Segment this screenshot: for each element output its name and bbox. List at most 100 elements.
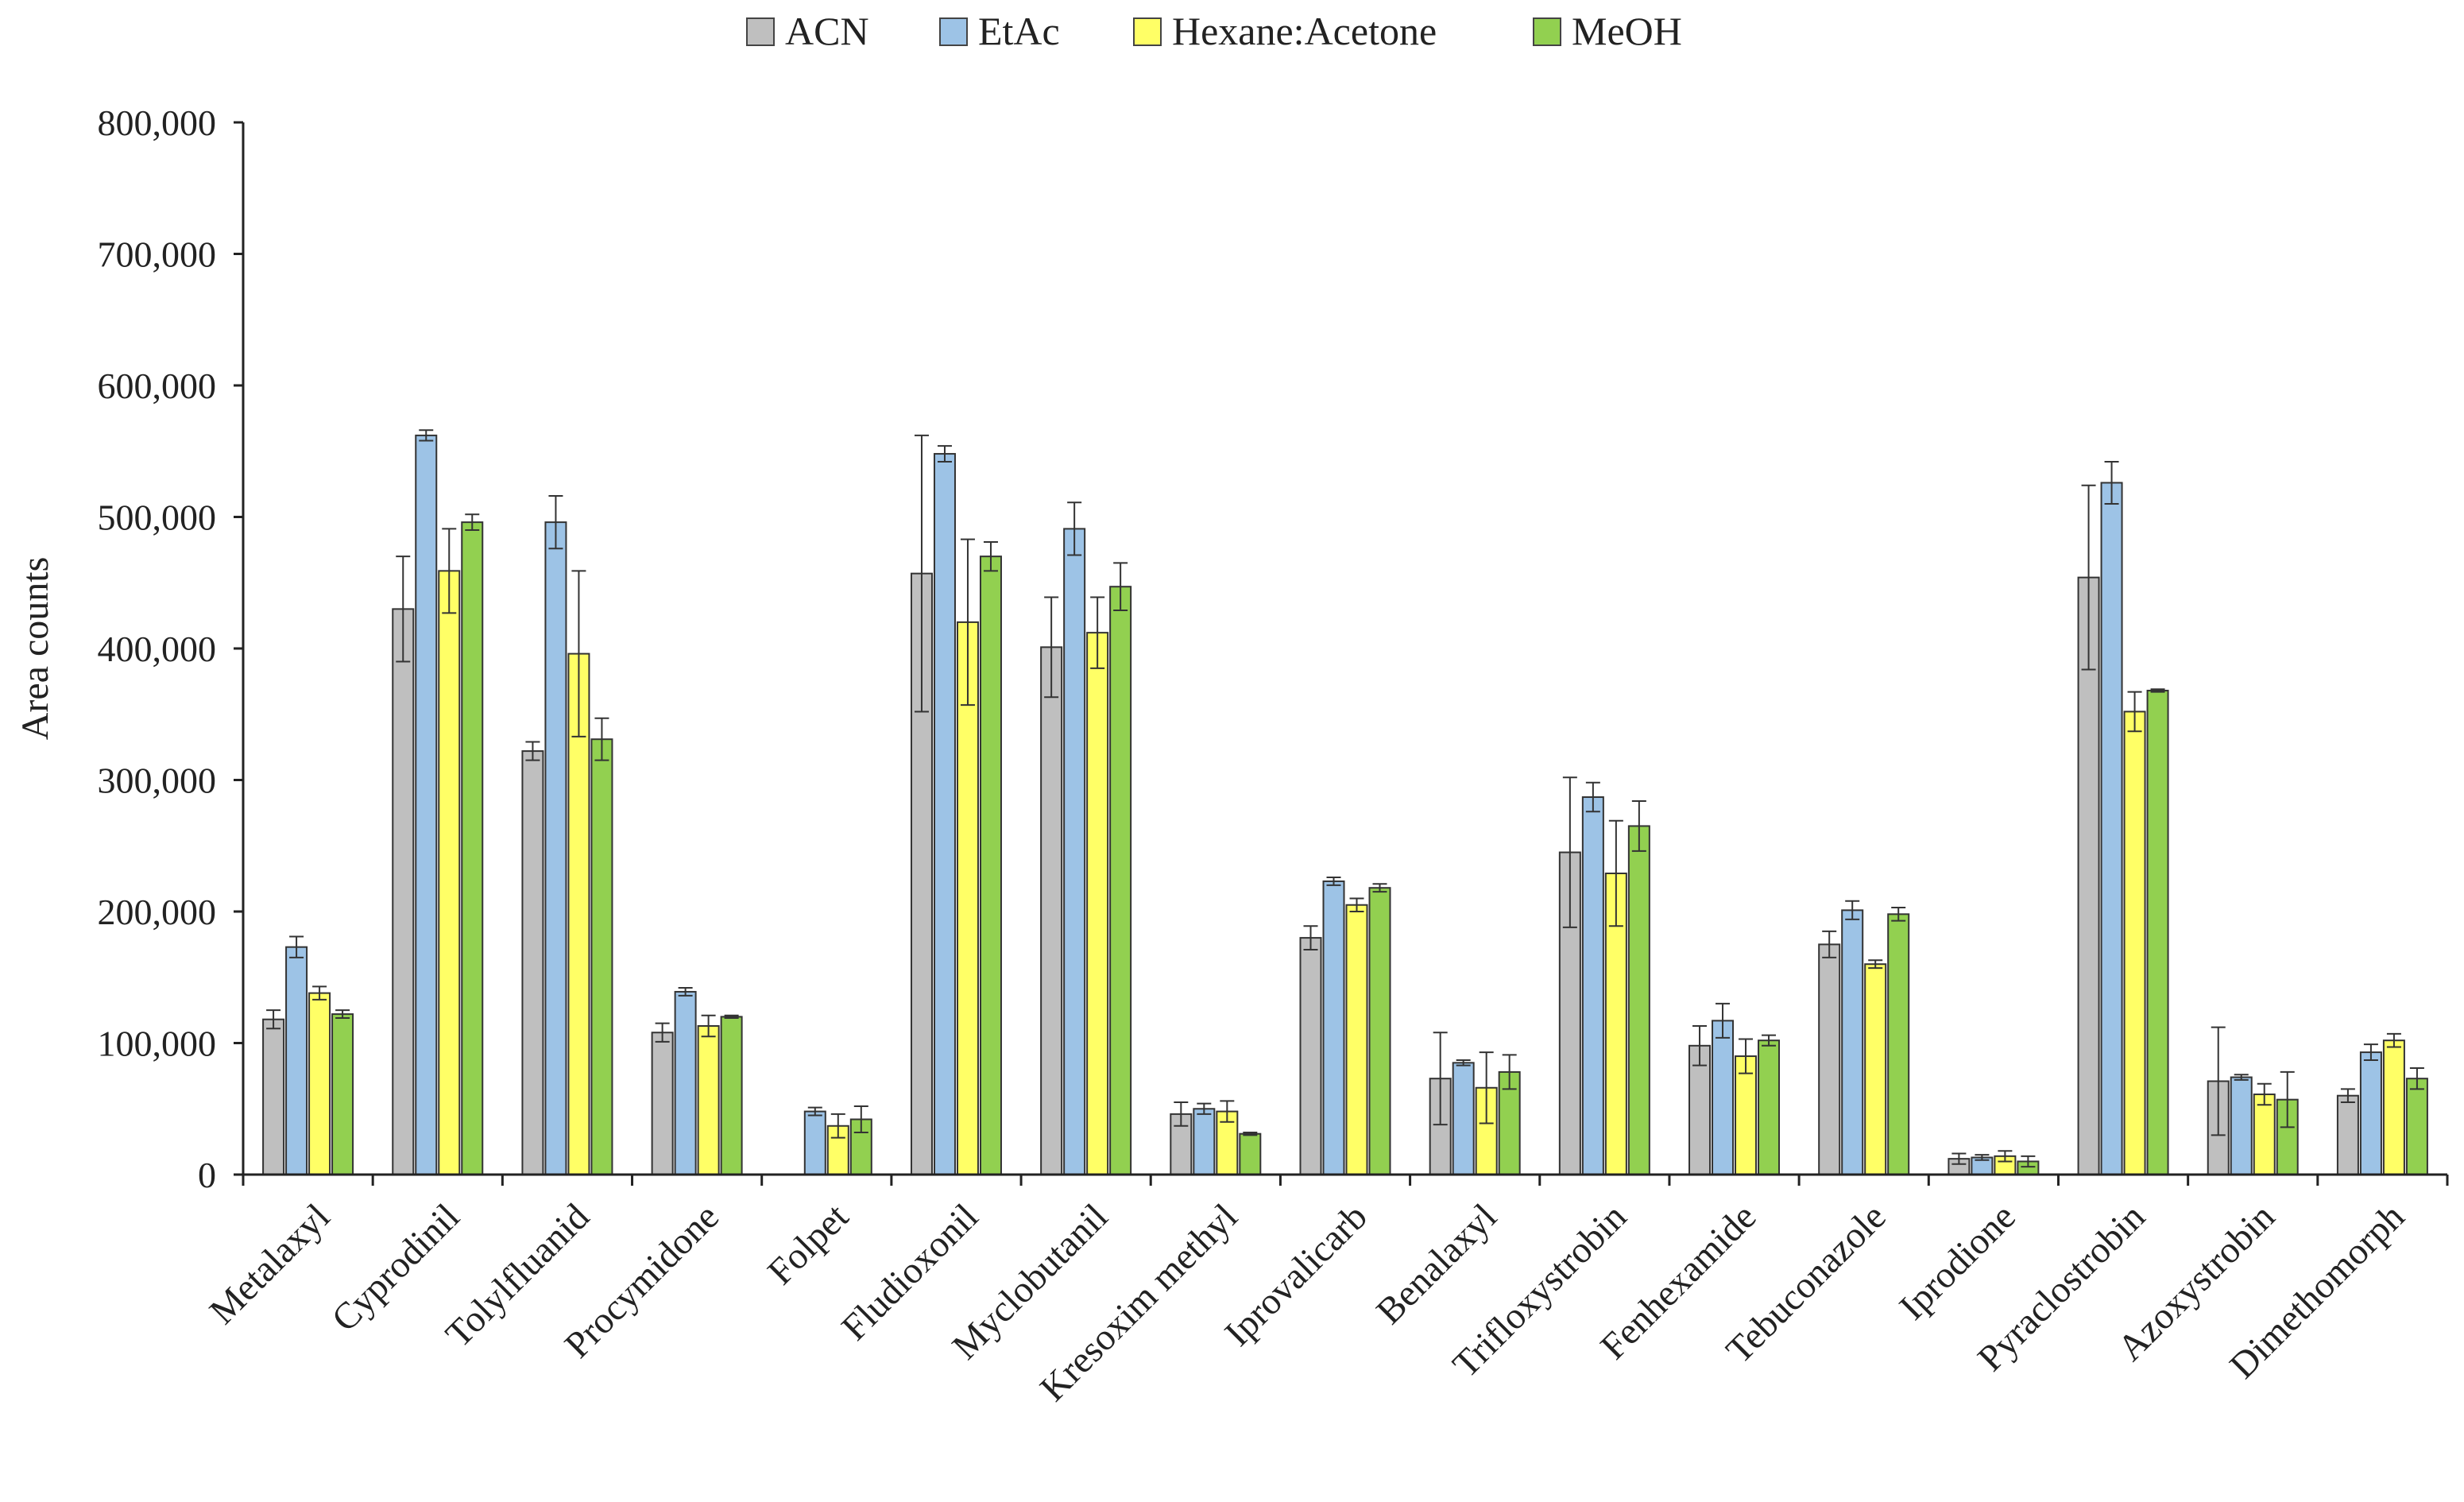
y-tick-label: 400,000 (98, 629, 217, 669)
error-bar (960, 538, 975, 706)
error-bar (2280, 1070, 2295, 1128)
bar-acn (651, 1032, 674, 1176)
error-bar (2104, 460, 2119, 505)
error-bar (1762, 1034, 1777, 1047)
y-tick-label: 200,000 (98, 892, 217, 932)
bar-group (1688, 1002, 1781, 1176)
bar-meoh (1887, 913, 1910, 1176)
bar-group (1558, 776, 1650, 1176)
bar-meoh (1758, 1039, 1781, 1175)
x-category-label: Iprovalicarb (1217, 1196, 1375, 1354)
legend-swatch (1533, 17, 1561, 46)
legend-label: EtAc (978, 9, 1060, 53)
bar-group (1299, 876, 1391, 1176)
error-bar (2150, 688, 2165, 693)
error-bar (655, 1022, 670, 1043)
error-bar (1090, 596, 1105, 669)
bar-etac (415, 434, 438, 1175)
bar-meoh (1627, 825, 1650, 1176)
bar-group (262, 935, 354, 1176)
bar-etac (1063, 528, 1086, 1175)
error-bar (1585, 781, 1600, 813)
bar-hexane-acetone (308, 992, 331, 1175)
bar-meoh (720, 1016, 743, 1176)
error-bar (289, 935, 304, 958)
bar-etac (674, 990, 697, 1175)
error-bar (983, 540, 998, 572)
error-bar (2211, 1026, 2226, 1136)
error-bar (1845, 900, 1860, 920)
bar-hexane-acetone (2253, 1094, 2276, 1176)
error-bar (1433, 1032, 1448, 1126)
error-bar (1951, 1152, 1967, 1165)
y-tick-label: 0 (198, 1155, 216, 1195)
legend-item-meoh: MeOH (1533, 9, 1682, 53)
error-bar (2127, 691, 2142, 733)
bar-etac (1581, 796, 1604, 1175)
bar-acn (262, 1018, 285, 1175)
x-category-label: Benalaxyl (1368, 1196, 1505, 1333)
error-bar (465, 513, 480, 532)
error-bar (2340, 1088, 2355, 1103)
error-bar (1197, 1102, 1212, 1115)
x-axis: MetalaxylCyprodinilTolylfluanidProcymido… (202, 1173, 2449, 1409)
bar-hexane-acetone (2382, 1039, 2405, 1175)
error-bar (419, 429, 434, 442)
bar-group (392, 429, 484, 1175)
bar-group (521, 495, 613, 1175)
error-bar (1044, 596, 1059, 699)
bar-etac (933, 453, 956, 1175)
bar-hexane-acetone (567, 652, 590, 1175)
error-bar (1822, 930, 1837, 958)
bar-group (1170, 1100, 1262, 1176)
bars (262, 429, 2428, 1176)
error-bar (335, 1009, 350, 1020)
error-bar (266, 1009, 281, 1030)
bar-group (651, 986, 743, 1176)
x-category-label: Metalaxyl (202, 1196, 338, 1333)
legend-swatch (746, 17, 775, 46)
bar-meoh (2146, 689, 2169, 1175)
bar-meoh (1368, 887, 1391, 1175)
error-bar (312, 985, 327, 1001)
legend-item-hexane-acetone: Hexane:Acetone (1133, 9, 1437, 53)
error-bar (525, 741, 540, 761)
legend-item-acn: ACN (746, 9, 869, 53)
bar-acn (521, 750, 544, 1175)
error-bar (1739, 1038, 1754, 1074)
bar-group (1040, 501, 1132, 1175)
error-bar (1716, 1002, 1731, 1039)
bar-group (803, 1105, 872, 1176)
error-bar (830, 1113, 845, 1139)
bar-etac (1193, 1108, 1216, 1175)
error-bar (678, 986, 693, 997)
error-bar (396, 556, 411, 663)
error-bar (2257, 1082, 2272, 1106)
bar-acn (392, 608, 415, 1175)
error-bar (594, 717, 609, 761)
error-bar (2409, 1066, 2424, 1090)
bar-etac (1841, 909, 1864, 1175)
bar-etac (544, 521, 567, 1175)
y-axis: 0 100,000 200,000 300,000 400,000 500,000 600,… (14, 103, 245, 1195)
y-axis-title: Area counts (14, 557, 56, 741)
bar-hexane-acetone (956, 621, 979, 1175)
error-bar (548, 495, 563, 550)
bar-group (2077, 460, 2169, 1175)
error-bar (571, 570, 586, 737)
error-bar (1479, 1051, 1494, 1125)
error-bar (1113, 562, 1128, 612)
error-bar (1349, 897, 1364, 912)
bar-etac (2230, 1076, 2253, 1176)
error-bar (1220, 1100, 1235, 1123)
bar-meoh (979, 556, 1002, 1175)
bar-group (2336, 1032, 2428, 1176)
bar-meoh (461, 521, 484, 1175)
bar-meoh (1109, 586, 1132, 1175)
error-bar (724, 1014, 739, 1020)
bar-etac (803, 1110, 826, 1176)
error-bar (1891, 907, 1906, 922)
error-bar (853, 1105, 868, 1134)
legend-swatch (1133, 17, 1162, 46)
